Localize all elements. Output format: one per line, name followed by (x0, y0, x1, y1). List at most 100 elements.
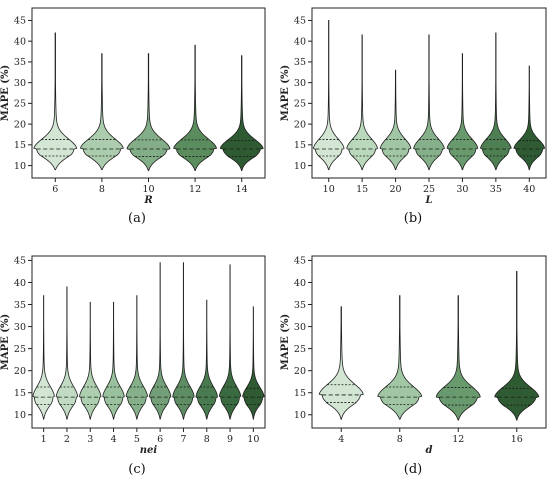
violin-12 (173, 44, 218, 171)
violin-9 (218, 264, 242, 420)
y-tick-label: 15 (14, 388, 26, 399)
y-axis-label: MAPE (%) (0, 65, 11, 121)
x-tick-label: 2 (64, 434, 70, 445)
y-tick-label: 20 (14, 366, 26, 377)
y-tick-label: 40 (294, 278, 306, 289)
x-axis-label: nei (140, 445, 158, 456)
violin-1 (32, 295, 55, 420)
y-tick-label: 35 (294, 300, 306, 311)
panel-d: 10 15 20 25 30 35 40 45 MAPE (%) 4 8 12 16 d (d) (280, 255, 547, 477)
y-tick-label: 25 (14, 99, 26, 110)
violin-6 (33, 32, 78, 171)
panel-caption: (b) (404, 211, 422, 226)
y-tick-label: 30 (14, 78, 26, 89)
panel-a: 10 15 20 25 30 35 40 45 MAPE (%) 6 8 10 12 14 R (a) (0, 7, 266, 226)
plot-frame (31, 255, 266, 429)
y-tick-label: 10 (14, 410, 26, 421)
x-tick-label: 9 (227, 434, 233, 445)
violin-25 (413, 34, 445, 171)
plot-frame (311, 255, 547, 429)
violin-8 (377, 295, 423, 420)
violin-8 (79, 53, 124, 171)
y-axis-label: MAPE (%) (280, 65, 291, 121)
y-tick-label: 35 (14, 300, 26, 311)
y-tick-label: 45 (14, 256, 26, 267)
violin-4 (102, 301, 125, 420)
y-tick-label: 15 (14, 140, 26, 151)
violin-30 (446, 53, 479, 171)
y-tick-label: 10 (14, 161, 26, 172)
x-tick-label: 35 (490, 184, 502, 195)
y-tick-label: 15 (294, 388, 306, 399)
violin-10 (242, 306, 265, 420)
y-axis-label: MAPE (%) (280, 314, 291, 370)
y-tick-label: 25 (294, 99, 306, 110)
y-tick-label: 20 (294, 366, 306, 377)
violin-15 (346, 34, 378, 171)
x-tick-label: 30 (456, 184, 468, 195)
y-tick-label: 35 (294, 57, 306, 68)
violin-40 (513, 65, 546, 171)
y-tick-label: 30 (294, 78, 306, 89)
x-tick-label: 25 (423, 184, 435, 195)
violin-10 (126, 53, 171, 171)
y-tick-label: 40 (14, 36, 26, 47)
violin-8 (195, 299, 218, 420)
violin-6 (149, 262, 172, 420)
y-tick-label: 45 (294, 16, 306, 27)
x-axis-label: L (424, 195, 432, 206)
x-tick-label: 8 (99, 184, 105, 195)
x-tick-label: 12 (189, 184, 201, 195)
y-tick-label: 20 (294, 119, 306, 130)
violin-3 (79, 301, 102, 420)
y-tick-label: 10 (294, 410, 306, 421)
violin-14 (219, 55, 264, 171)
panel-caption: (d) (404, 462, 422, 477)
x-tick-label: 1 (41, 434, 47, 445)
violin-5 (125, 295, 149, 420)
y-axis-label: MAPE (%) (0, 314, 11, 370)
y-tick-label: 25 (14, 344, 26, 355)
x-tick-label: 14 (236, 184, 248, 195)
x-tick-label: 10 (142, 184, 154, 195)
panel-b: 10 15 20 25 30 35 40 45 MAPE (%) 10 15 20 25 30 35 40 L(… (280, 7, 547, 226)
y-tick-label: 10 (294, 161, 306, 172)
panel-caption: (a) (128, 211, 146, 226)
x-axis-label: R (143, 195, 152, 206)
violin-12 (435, 295, 481, 421)
x-tick-label: 4 (338, 434, 344, 445)
violin-2 (55, 286, 79, 420)
x-tick-label: 5 (134, 434, 140, 445)
violin-4 (318, 306, 364, 420)
y-tick-label: 35 (14, 57, 26, 68)
y-tick-label: 20 (14, 119, 26, 130)
x-tick-label: 10 (247, 434, 259, 445)
y-tick-label: 45 (294, 256, 306, 267)
y-tick-label: 25 (294, 344, 306, 355)
y-tick-label: 15 (294, 140, 306, 151)
x-tick-label: 4 (111, 434, 117, 445)
violin-35 (480, 32, 512, 171)
panel-caption: (c) (128, 462, 145, 477)
x-tick-label: 6 (157, 434, 163, 445)
x-tick-label: 8 (204, 434, 210, 445)
x-tick-label: 6 (52, 184, 58, 195)
x-tick-label: 3 (87, 434, 93, 445)
y-tick-label: 30 (14, 322, 26, 333)
x-tick-label: 7 (180, 434, 186, 445)
violin-16 (494, 271, 540, 421)
x-tick-label: 40 (523, 184, 535, 195)
x-tick-label: 12 (452, 434, 464, 445)
x-tick-label: 16 (511, 434, 523, 445)
y-tick-label: 40 (14, 278, 26, 289)
y-tick-label: 30 (294, 322, 306, 333)
x-tick-label: 15 (356, 184, 368, 195)
x-tick-label: 10 (323, 184, 335, 195)
x-tick-label: 20 (390, 184, 402, 195)
violin-7 (172, 262, 195, 420)
x-tick-label: 8 (397, 434, 403, 445)
y-tick-label: 40 (294, 36, 306, 47)
violin-10 (312, 20, 345, 171)
